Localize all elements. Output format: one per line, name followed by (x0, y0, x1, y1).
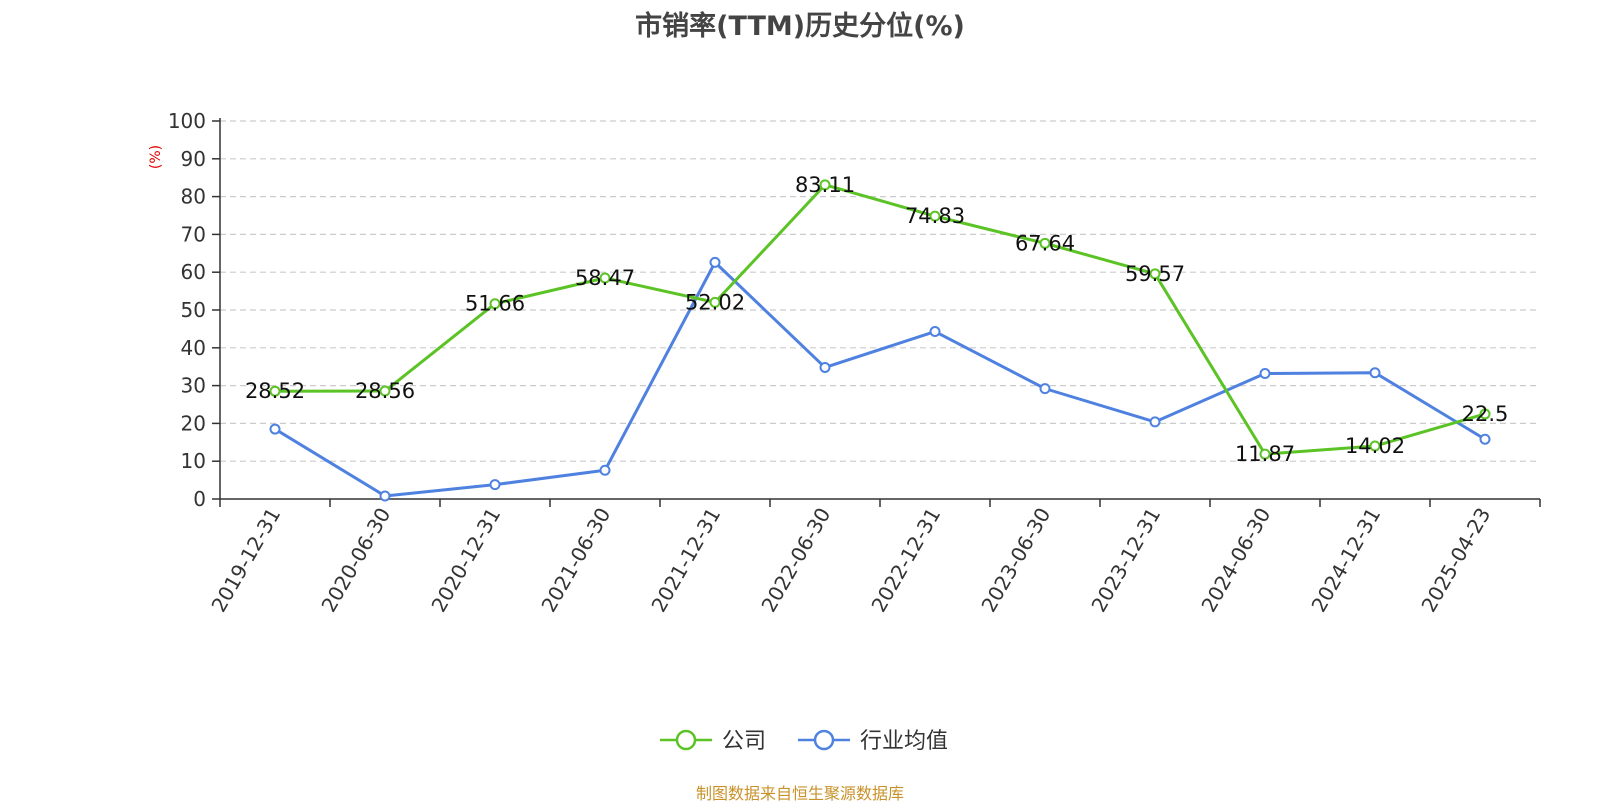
data-label: 52.02 (685, 290, 745, 314)
series (269, 179, 1491, 502)
data-label: 14.02 (1345, 434, 1405, 458)
x-tick-label: 2024-12-31 (1306, 504, 1385, 617)
legend-marker-icon (675, 729, 697, 751)
series-line-industry-average (274, 260, 1486, 498)
legend-item-company[interactable]: 公司 (660, 729, 766, 754)
data-point (1479, 433, 1491, 445)
data-label: 74.83 (905, 204, 965, 228)
data-point (929, 326, 941, 338)
data-point (599, 464, 611, 476)
y-tick-label: 70 (181, 222, 206, 246)
data-label: 58.47 (575, 266, 635, 290)
data-label: 22.5 (1462, 402, 1509, 426)
data-point (489, 298, 501, 310)
y-tick-label: 80 (181, 185, 206, 209)
y-tick-label: 60 (181, 260, 206, 284)
legend-marker-icon (813, 729, 835, 751)
x-tick-label: 2021-12-31 (646, 504, 725, 617)
data-point (379, 385, 391, 397)
x-tick-label: 2024-06-30 (1196, 504, 1275, 617)
data-label: 11.87 (1235, 442, 1295, 466)
data-point (819, 179, 831, 191)
y-tick-label: 90 (181, 147, 206, 171)
data-point (1369, 440, 1381, 452)
legend-label: 公司 (722, 729, 766, 754)
data-point (269, 385, 281, 397)
x-tick-label: 2023-06-30 (976, 504, 1055, 617)
x-tick-label: 2022-12-31 (866, 504, 945, 617)
chart-title: 市销率(TTM)历史分位(%) (635, 11, 965, 42)
data-point (599, 272, 611, 284)
x-tick-label: 2022-06-30 (756, 504, 835, 617)
source-note: 制图数据来自恒生聚源数据库 (695, 784, 904, 803)
gridlines (220, 120, 1540, 462)
y-tick-label: 30 (181, 374, 206, 398)
data-point (379, 490, 391, 502)
x-tick-label: 2020-12-31 (426, 504, 505, 617)
data-point (1149, 416, 1161, 428)
data-label: 51.66 (465, 292, 525, 316)
y-tick-label: 50 (181, 298, 206, 322)
x-tick-label: 2023-12-31 (1086, 504, 1165, 617)
data-point (1259, 368, 1271, 380)
legend[interactable]: 公司 行业均值 (660, 729, 948, 754)
data-label: 67.64 (1015, 231, 1075, 255)
x-tick-label: 2019-12-31 (206, 504, 285, 617)
legend-label: 行业均值 (860, 729, 948, 754)
data-point (1479, 408, 1491, 420)
y-axis-title: (%) (148, 145, 164, 169)
data-point (489, 479, 501, 491)
data-point (1149, 268, 1161, 280)
data-label: 59.57 (1125, 262, 1185, 286)
x-tick-label: 2025-04-23 (1416, 504, 1495, 617)
series-line-company (274, 183, 1486, 456)
y-tick-label: 40 (181, 336, 206, 360)
x-tick-label: 2020-06-30 (316, 504, 395, 617)
y-tick-label: 100 (168, 109, 206, 133)
data-point (1259, 448, 1271, 460)
data-point (1039, 237, 1051, 249)
data-label: 28.52 (245, 379, 305, 403)
data-point (819, 361, 831, 373)
data-point (929, 210, 941, 222)
data-point (709, 256, 721, 268)
data-label: 28.56 (355, 379, 415, 403)
data-point (1369, 367, 1381, 379)
y-tick-label: 0 (193, 487, 206, 511)
y-tick-label: 20 (181, 411, 206, 435)
data-labels: 28.52 28.56 51.66 58.47 52.02 83.11 74.83 67.64… (245, 173, 1508, 466)
x-tick-label: 2021-06-30 (536, 504, 615, 617)
legend-item-industry-average[interactable]: 行业均值 (798, 729, 948, 754)
data-label: 83.11 (795, 173, 855, 197)
y-tick-label: 10 (181, 449, 206, 473)
data-point (709, 296, 721, 308)
data-point (269, 423, 281, 435)
data-point (1039, 383, 1051, 395)
